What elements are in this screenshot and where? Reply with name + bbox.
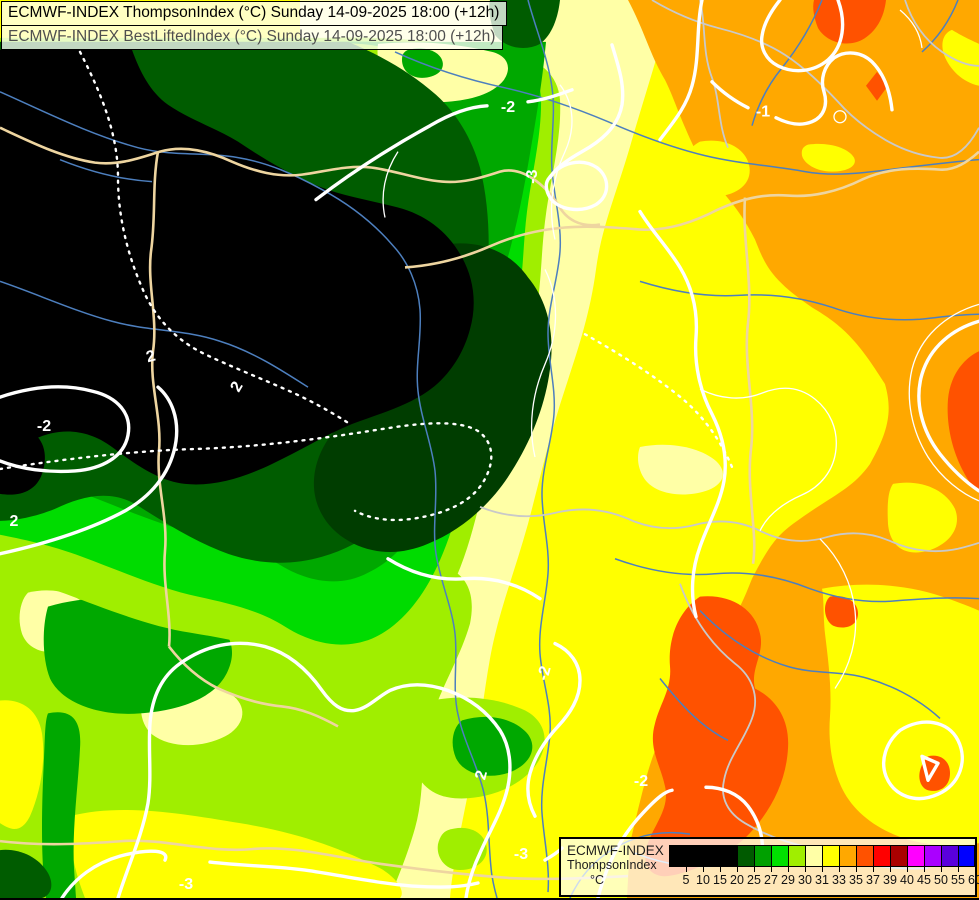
legend-swatch	[805, 845, 822, 867]
legend-tick	[873, 867, 874, 872]
legend-swatch	[958, 845, 975, 867]
legend-titles: ECMWF-INDEX ThompsonIndex °C	[561, 839, 669, 895]
contour-label: -3	[514, 846, 528, 863]
legend: ECMWF-INDEX ThompsonIndex °C 5 10 15 20 25 27…	[559, 837, 979, 897]
legend-tick	[907, 867, 908, 872]
legend-tick-value: 55	[951, 873, 965, 887]
legend-tick	[856, 867, 857, 872]
contour-ring	[833, 110, 847, 124]
legend-tick	[703, 867, 704, 872]
legend-tick-value: 37	[866, 873, 880, 887]
legend-swatch	[941, 845, 958, 867]
legend-swatch	[924, 845, 941, 867]
legend-tick	[839, 867, 840, 872]
legend-swatch	[873, 845, 890, 867]
legend-tick-value: 35	[849, 873, 863, 887]
legend-swatch	[839, 845, 856, 867]
legend-tick-value: 45	[917, 873, 931, 887]
map-title-thompson-index: ECMWF-INDEX ThompsonIndex (°C) Sunday 14…	[1, 1, 508, 26]
legend-swatch	[669, 845, 686, 867]
legend-swatch	[754, 845, 771, 867]
contour-label: -2	[37, 418, 51, 435]
contour-label: -1	[756, 104, 770, 121]
legend-color-scale: 5 1015202527293031333537394045505560	[669, 839, 979, 895]
legend-swatch	[788, 845, 805, 867]
title-box: ECMWF-INDEX ThompsonIndex (°C) Sunday 14…	[1, 1, 508, 50]
legend-tick-value: 30	[798, 873, 812, 887]
legend-tick	[805, 867, 806, 872]
legend-swatch	[856, 845, 873, 867]
legend-tick	[686, 867, 687, 872]
contours-thin	[382, 9, 979, 689]
legend-swatches	[669, 845, 975, 867]
legend-swatch	[720, 845, 737, 867]
legend-tick	[975, 867, 976, 872]
legend-tick-value: 27	[764, 873, 778, 887]
contour-label: -2	[501, 99, 515, 116]
legend-unit-label: °C	[589, 873, 605, 887]
legend-tick	[890, 867, 891, 872]
region-orange-red	[645, 0, 979, 877]
contour-label: -3	[524, 169, 541, 183]
legend-tick	[754, 867, 755, 872]
legend-swatch	[822, 845, 839, 867]
legend-swatch	[771, 845, 788, 867]
legend-tick	[924, 867, 925, 872]
legend-tick	[958, 867, 959, 872]
legend-swatch	[703, 845, 720, 867]
country-borders	[0, 126, 979, 881]
contour-label: 2	[144, 347, 157, 366]
legend-source-label: ECMWF-INDEX	[567, 843, 664, 858]
contour-label: 2	[472, 769, 491, 782]
contour-label: 2	[10, 513, 19, 530]
legend-swatch	[686, 845, 703, 867]
legend-tick-value: 39	[883, 873, 897, 887]
legend-tick-value: 25	[747, 873, 761, 887]
legend-tick-value: 15	[713, 873, 727, 887]
legend-tick	[788, 867, 789, 872]
legend-tick-value: 5	[682, 873, 690, 887]
map-title-best-lifted-index: ECMWF-INDEX BestLiftedIndex (°C) Sunday …	[1, 25, 504, 50]
legend-tick-value: 20	[730, 873, 744, 887]
legend-tick	[720, 867, 721, 872]
legend-tick	[941, 867, 942, 872]
legend-tick-value: 29	[781, 873, 795, 887]
legend-tick-value: 60	[968, 873, 979, 887]
contour-label: -3	[179, 876, 193, 893]
legend-index-label: ThompsonIndex	[567, 858, 657, 872]
legend-swatch	[737, 845, 754, 867]
contour-label: -2	[634, 773, 648, 790]
legend-swatch	[890, 845, 907, 867]
contour-label: -2	[535, 664, 555, 682]
legend-tick-value: 50	[934, 873, 948, 887]
legend-tick-value: 40	[900, 873, 914, 887]
legend-tick-value: 33	[832, 873, 846, 887]
legend-tick	[737, 867, 738, 872]
contours-dotted	[0, 50, 734, 522]
legend-swatch	[907, 845, 924, 867]
legend-tick-value: 31	[815, 873, 829, 887]
legend-tick-value: 10	[696, 873, 710, 887]
legend-tick	[822, 867, 823, 872]
legend-tick	[771, 867, 772, 872]
